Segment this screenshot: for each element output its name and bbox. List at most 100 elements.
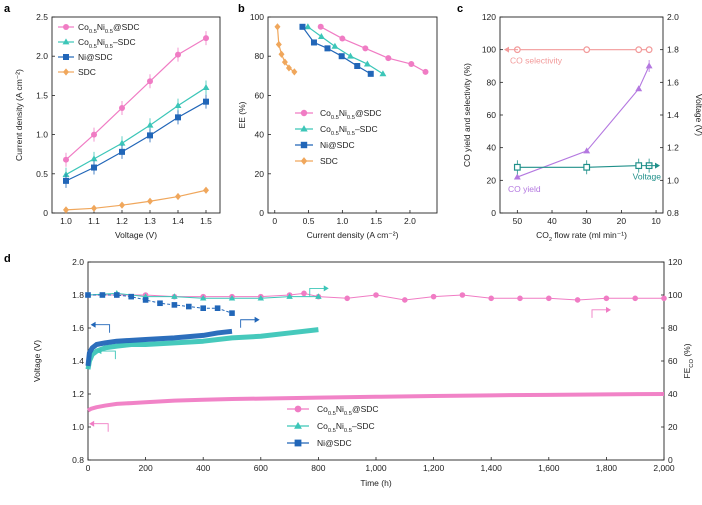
x-tick-label: 0.5 xyxy=(303,216,315,226)
data-point-ni_sdc xyxy=(175,114,181,121)
data-point-co_sdc xyxy=(175,51,181,58)
y-tick-label: 20 xyxy=(255,169,265,179)
fe-point-co_sdc xyxy=(488,295,495,302)
x-tick-label: 200 xyxy=(139,463,153,473)
fe-point-co_sdc xyxy=(402,297,408,303)
fe-point-ni_sdc xyxy=(157,300,163,307)
fe-point-co_sdc xyxy=(603,295,610,302)
data-point-selectivity xyxy=(635,46,643,54)
legend-marker-co_ni_sdc xyxy=(294,421,302,429)
data-point-co_ni_sdc xyxy=(90,155,98,162)
y-tick-label: 1.0 xyxy=(72,422,84,432)
data-point-ni_sdc xyxy=(310,39,317,46)
data-point-co_sdc xyxy=(408,61,415,68)
y-axis-label: EE (%) xyxy=(237,101,247,128)
series-line-yield xyxy=(517,65,650,178)
legend-marker-co_ni_sdc xyxy=(62,38,70,45)
y-right-tick-label: 0 xyxy=(668,455,673,465)
y-right-tick-label: 60 xyxy=(668,356,678,366)
x-tick-label: 1.1 xyxy=(88,216,100,226)
data-point-co_sdc xyxy=(385,55,392,62)
data-point-sdc xyxy=(147,197,153,205)
plot-frame xyxy=(51,16,221,214)
data-point-voltage xyxy=(583,163,591,171)
x-tick-label: 600 xyxy=(254,463,268,473)
y-tick-label: 1.2 xyxy=(72,389,84,399)
data-point-co_ni_sdc xyxy=(363,60,371,67)
series-line-co_ni_sdc xyxy=(307,26,384,75)
data-point-co_sdc xyxy=(203,35,209,42)
plot-frame xyxy=(267,16,438,214)
legend-marker-co_sdc xyxy=(294,405,302,413)
x-tick-label: 400 xyxy=(196,463,210,473)
data-point-sdc xyxy=(91,204,97,212)
x-tick-label: 1.2 xyxy=(116,216,128,226)
y-tick-label: 60 xyxy=(487,110,497,120)
data-point-co_ni_sdc xyxy=(202,83,210,90)
y-tick-label: 2.0 xyxy=(72,257,84,267)
x-tick-label: 2.0 xyxy=(404,216,416,226)
panel-label-b: b xyxy=(238,3,245,15)
chart-panel-d: 0 200 400 600 800 1,000 1,200 1,400 1,600 1,800 2,… xyxy=(32,257,695,488)
series-line-co_sdc xyxy=(65,37,207,161)
data-point-co_ni_sdc xyxy=(146,121,154,128)
axis-arrow-co-sdc-voltage-head xyxy=(89,420,95,427)
chart-panel-a: 1.0 1.1 1.2 1.3 1.4 1.5 0 0.5 1.0 1.5 2.0 2.5 Voltag… xyxy=(14,12,221,240)
legend-marker-sdc xyxy=(63,68,69,76)
data-point-selectivity xyxy=(645,46,653,54)
legend-marker-co_sdc xyxy=(300,109,308,117)
data-point-co_sdc xyxy=(147,78,153,85)
data-point-ni_sdc xyxy=(367,70,374,77)
legend-marker-co_ni_sdc xyxy=(300,125,308,132)
y-right-axis-label: Voltage (V) xyxy=(694,94,702,136)
y-tick-label: 1.8 xyxy=(72,290,84,300)
x-tick-label: 1.3 xyxy=(144,216,156,226)
data-point-ni_sdc xyxy=(299,23,306,30)
data-point-sdc xyxy=(285,64,292,72)
legend-marker-ni_sdc xyxy=(63,54,69,60)
x-tick-label: 1,000 xyxy=(365,463,387,473)
data-point-ni_sdc xyxy=(63,177,69,184)
y-tick-label: 1.4 xyxy=(72,356,84,366)
y-right-tick-label: 40 xyxy=(668,389,678,399)
plot-frame xyxy=(87,261,665,461)
data-point-sdc xyxy=(63,206,69,214)
panel-label-a: a xyxy=(4,3,11,15)
fe-point-ni_sdc xyxy=(85,292,91,298)
data-point-co_sdc xyxy=(91,131,97,138)
x-axis-label: CO2 flow rate (ml min⁻¹) xyxy=(536,230,627,243)
axis-arrow-co-sdc-fe-head xyxy=(606,306,611,313)
y-tick-label: 0.8 xyxy=(72,455,84,465)
fe-point-co_sdc xyxy=(301,290,307,297)
data-point-co_sdc xyxy=(339,35,346,42)
legend-label-co_sdc: Co0.5Ni0.5@SDC xyxy=(320,108,382,121)
legend-marker-ni_sdc xyxy=(300,141,308,149)
series-line-voltage xyxy=(517,165,650,168)
fe-point-co_sdc xyxy=(344,295,351,302)
fe-point-co_ni_sdc xyxy=(257,294,265,301)
x-tick-label: 1.0 xyxy=(60,216,72,226)
axis-arrow-ni-sdc-voltage-head xyxy=(90,321,96,328)
y-right-tick-label: 120 xyxy=(668,257,682,267)
axis-arrow-co-ni-sdc-fe-head xyxy=(323,285,329,292)
x-tick-label: 40 xyxy=(547,216,557,226)
fe-point-co_sdc xyxy=(373,292,379,298)
annotation-arrowhead xyxy=(504,46,509,53)
series-line-ni_sdc xyxy=(65,101,207,182)
chart-panel-b: 0 0.5 1.0 1.5 2.0 0 20 40 60 80 100 Current density… xyxy=(237,12,438,240)
voltage-trace-co_ni_sdc xyxy=(85,327,319,370)
x-tick-label: 2,000 xyxy=(653,463,675,473)
y-right-axis-label: FECO (%) xyxy=(682,343,695,378)
y-right-tick-label: 1.6 xyxy=(667,77,679,87)
fe-point-ni_sdc xyxy=(142,297,149,303)
data-point-selectivity xyxy=(583,46,591,54)
data-point-sdc xyxy=(119,201,125,209)
fe-point-ni_sdc xyxy=(171,302,178,308)
series-line-sdc xyxy=(276,26,295,73)
legend-marker-sdc xyxy=(300,157,308,165)
y-axis-label: CO yield and selectivity (%) xyxy=(462,63,472,167)
fe-point-ni_sdc xyxy=(128,293,134,300)
axis-arrow-ni-sdc-fe-head xyxy=(254,316,260,323)
y-right-tick-label: 20 xyxy=(668,422,678,432)
panel-label-d: d xyxy=(4,253,11,265)
